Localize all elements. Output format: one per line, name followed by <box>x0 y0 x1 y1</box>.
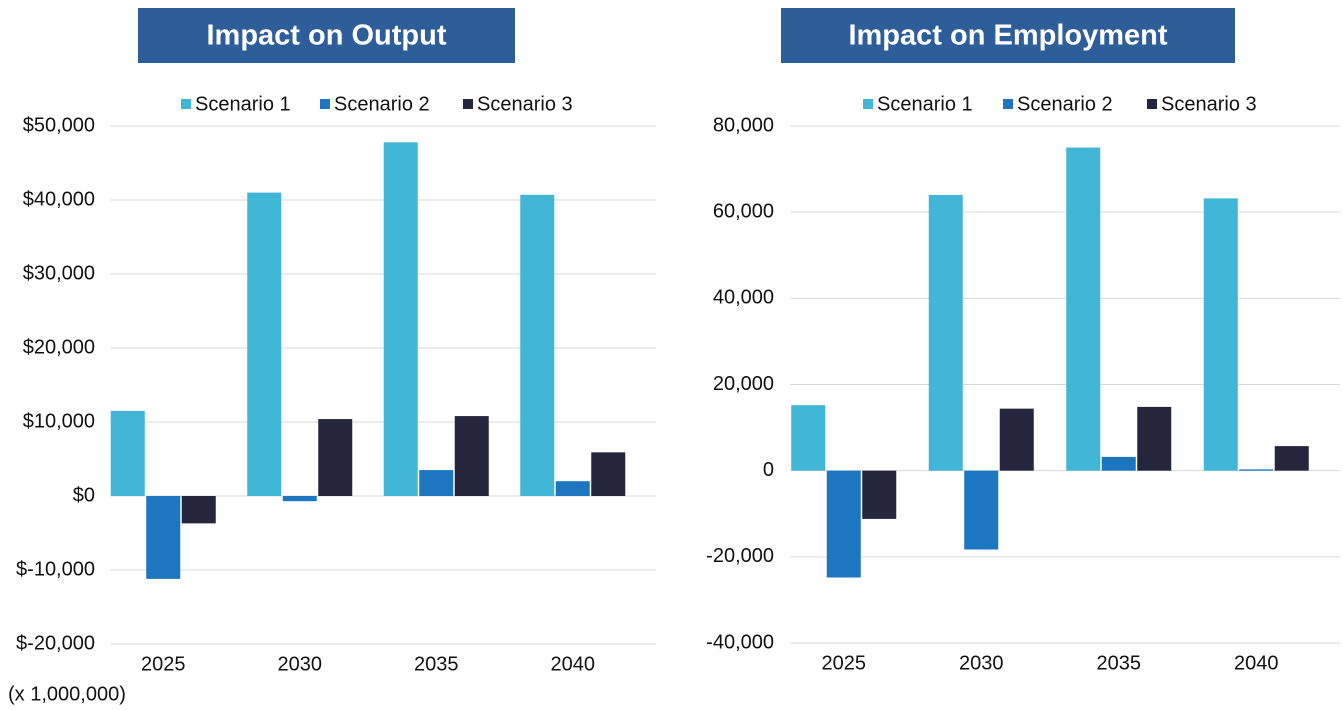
x-tick-label: 2040 <box>1234 652 1279 674</box>
y-tick-label: $30,000 <box>23 262 95 284</box>
y-tick-label: 40,000 <box>713 287 774 309</box>
legend-label: Scenario 2 <box>334 93 430 115</box>
y-tick-label: $50,000 <box>23 114 95 136</box>
x-tick-label: 2040 <box>551 653 596 675</box>
y-tick-label: -40,000 <box>706 631 774 653</box>
chart-title: Impact on Output <box>206 20 446 52</box>
y-tick-label: $10,000 <box>23 410 95 432</box>
legend-label: Scenario 1 <box>877 93 973 115</box>
x-tick-label: 2030 <box>959 652 1004 674</box>
bar <box>591 452 626 496</box>
bar <box>247 192 282 496</box>
x-tick-label: 2025 <box>822 652 867 674</box>
title-box <box>138 8 515 63</box>
bar <box>555 481 590 496</box>
y-tick-label: 20,000 <box>713 373 774 395</box>
legend-swatch <box>181 99 191 109</box>
bar <box>110 410 145 496</box>
bar <box>1137 406 1172 471</box>
legend-swatch <box>1003 99 1013 109</box>
legend-label: Scenario 3 <box>1161 93 1257 115</box>
bar <box>928 194 963 471</box>
bar <box>862 470 897 519</box>
chart-title: Impact on Employment <box>848 20 1167 52</box>
bar <box>383 142 418 496</box>
bar <box>999 408 1034 471</box>
legend-swatch <box>863 99 873 109</box>
y-tick-label: $20,000 <box>23 336 95 358</box>
x-tick-label: 2030 <box>278 653 323 675</box>
bar <box>1101 456 1136 471</box>
title-box <box>781 8 1235 63</box>
bar <box>1203 198 1238 471</box>
bar <box>964 470 999 550</box>
bar <box>454 416 489 496</box>
bar <box>1239 469 1274 471</box>
bar <box>826 470 861 578</box>
bar <box>520 194 555 496</box>
y-tick-label: 80,000 <box>713 114 774 136</box>
x-tick-label: 2035 <box>414 653 459 675</box>
legend-swatch <box>320 99 330 109</box>
y-tick-label: $-20,000 <box>16 632 95 654</box>
y-tick-label: $0 <box>73 484 95 506</box>
y-tick-label: $40,000 <box>23 188 95 210</box>
bar <box>181 496 216 524</box>
legend-swatch <box>1147 99 1157 109</box>
bar <box>419 470 454 496</box>
y-tick-label: 60,000 <box>713 200 774 222</box>
y-tick-label: $-10,000 <box>16 558 95 580</box>
bar <box>146 496 181 579</box>
legend-label: Scenario 2 <box>1017 93 1113 115</box>
x-tick-label: 2025 <box>141 653 186 675</box>
bar <box>318 419 353 496</box>
annotation: (x 1,000,000) <box>8 683 126 705</box>
y-tick-label: -20,000 <box>706 545 774 567</box>
legend-label: Scenario 3 <box>477 93 573 115</box>
bar <box>791 405 826 471</box>
legend-swatch <box>463 99 473 109</box>
bar <box>282 496 317 502</box>
bar <box>1274 446 1309 471</box>
legend-label: Scenario 1 <box>195 93 291 115</box>
y-tick-label: 0 <box>763 459 774 481</box>
bar <box>1066 147 1101 471</box>
x-tick-label: 2035 <box>1097 652 1142 674</box>
